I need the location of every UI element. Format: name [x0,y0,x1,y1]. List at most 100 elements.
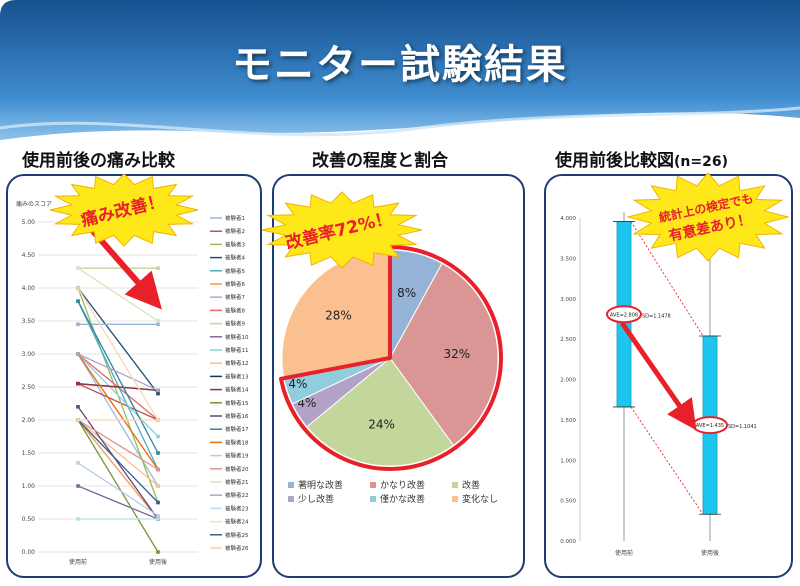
series-line [77,419,159,471]
series-line [77,383,159,421]
panel-mean-bar-chart: 0.000 0.500 1.000 1.500 2.000 2.500 3.000 3.500… [544,174,793,578]
legend-swatch [288,482,294,488]
connector-top [630,221,704,337]
page-title: モニター試験結果 [232,42,568,88]
legend-label: 被験者12 [225,359,249,367]
series-line [77,419,159,520]
series-line [77,267,159,322]
y-tick-label: 1.50 [22,450,36,457]
y-tick-label: 2.500 [560,337,576,343]
legend-label: 改善 [462,479,480,491]
series-point [76,352,80,356]
y-tick-label: 1.500 [560,418,576,424]
panel-improvement-pie: 8% 32% 24% 4% 4% 28% 著明な改善 かなり改善 改善 少し改善 僅かな改善 変化なし [272,174,525,578]
pie-data-label: 4% [288,377,307,391]
series-point [76,484,80,488]
y-tick-label: 3.00 [22,351,36,358]
legend-label: 被験者24 [225,518,249,526]
x-tick-label: 使用後 [701,549,719,557]
y-axis-label: 痛みのスコア [16,200,52,208]
series-line [77,462,159,517]
y-tick-label: 1.000 [560,458,576,464]
legend-label: 被験者26 [225,544,249,552]
legend-label: 被験者22 [225,491,249,499]
heading-improvement-ratio: 改善の程度と割合 [312,151,448,171]
legend-label: 被験者7 [225,293,246,301]
heading-pain-comparison: 使用前後の痛み比較 [22,151,175,171]
series-point [76,381,80,386]
legend-label: 被験者11 [225,346,249,354]
y-tick-label: 2.00 [22,417,36,424]
series-line [77,353,159,437]
mean-label: AVE=2.808 [610,312,638,318]
connector-bottom [630,406,704,515]
series-point [76,299,80,303]
legend-label: 被験者1 [225,214,245,222]
legend-label: 被験者16 [225,412,249,420]
series-point [76,405,80,409]
x-tick-label: 使用前 [69,558,87,566]
y-tick-label: 0.500 [560,499,576,505]
series-line [77,419,159,503]
x-tick-label: 使用後 [149,558,167,566]
series-point [156,451,160,455]
series-point [156,434,160,439]
legend-label: 被験者3 [225,240,246,248]
series-point [76,461,80,465]
series-line [77,419,159,487]
y-tick-label: 2.50 [22,384,36,391]
y-tick-label: 4.00 [22,285,36,292]
title-banner [0,0,800,140]
legend-label: 被験者9 [225,320,246,328]
series-line [77,419,159,553]
series-point [76,418,80,422]
y-tick-label: 4.50 [22,252,36,259]
panel-pain-line-chart: 痛みのスコア 0.00 0.50 1.00 1.50 2.00 2.50 3.00 3.50 4.… [6,174,262,578]
series-line [77,406,159,520]
heading-before-after-text: 使用前後比較図 [555,151,674,171]
sd-label: SD=1.1478 [642,313,671,319]
mean-label: AVE=1.435 [696,423,724,429]
legend-label: 被験者8 [225,306,246,314]
legend-label: 被験者6 [225,280,246,288]
legend-label: 被験者20 [225,465,249,473]
pie-slice [389,262,499,447]
y-tick-label: 3.50 [22,318,36,325]
series-line [77,383,159,391]
series-point [156,388,160,393]
legend-label: 被験者10 [225,333,249,341]
series-line [77,300,159,454]
series-point [76,266,80,270]
legend-label: 被験者21 [225,478,249,486]
legend-label: 著明な改善 [298,479,343,491]
series-line [77,300,159,470]
pie-data-label: 8% [397,286,416,300]
improvement-highlight [278,245,503,471]
y-tick-label: 0.00 [22,549,36,556]
series-point [156,517,160,521]
y-tick-label: 2.000 [560,378,576,384]
series-line [77,287,159,421]
y-tick-label: 5.00 [22,219,36,226]
legend-swatch [370,482,376,488]
series-point [156,391,160,396]
legend-label: 被験者4 [225,254,246,262]
heading-before-after-figure: 使用前後比較図(n=26) [555,146,728,171]
legend-label: 被験者17 [225,425,249,433]
legend-label: 被験者25 [225,531,249,539]
y-tick-label: 4.000 [560,216,576,222]
series-point [76,517,80,521]
series-point [76,322,80,327]
legend-label: 被験者15 [225,399,249,407]
series-point [156,319,160,323]
y-tick-label: 0.50 [22,516,36,523]
legend-label: 被験者13 [225,372,249,380]
mean-bar-chart: 0.000 0.500 1.000 1.500 2.000 2.500 3.000 3.500… [560,212,757,557]
heading-sample-size: (n=26) [674,154,728,170]
series-line [77,485,159,520]
legend-swatch [452,482,458,488]
series-point [156,500,160,505]
pie-data-label: 28% [325,308,352,322]
legend-label: 被験者18 [225,438,249,446]
